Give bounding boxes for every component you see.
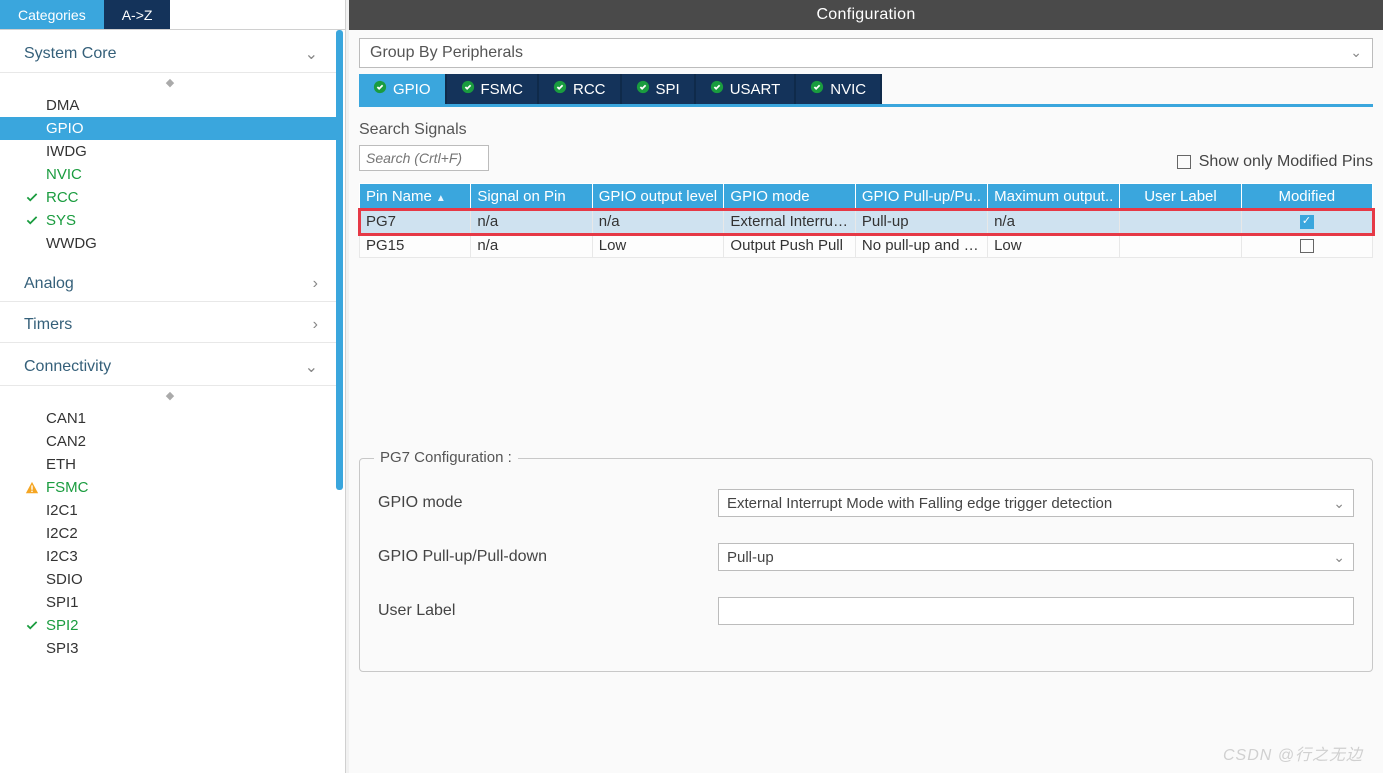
scrollbar-thumb[interactable]: [336, 30, 343, 490]
check-circle-icon: [710, 80, 724, 98]
column-header[interactable]: Modified: [1241, 184, 1372, 210]
pin-detail-panel: PG7 Configuration : GPIO mode External I…: [359, 458, 1373, 672]
category-group-head[interactable]: Connectivity⌄: [0, 343, 340, 386]
gpio-mode-label: GPIO mode: [378, 494, 718, 512]
chevron-icon: ›: [313, 316, 318, 334]
category-group-head[interactable]: Timers›: [0, 302, 340, 343]
check-circle-icon: [461, 80, 475, 98]
main-panel: Configuration Group By Peripherals GPIOF…: [346, 0, 1383, 773]
sidebar-item-i2c1[interactable]: I2C1: [0, 499, 340, 522]
search-input[interactable]: [359, 145, 489, 171]
peripheral-tab-spi[interactable]: SPI: [622, 74, 696, 104]
chevron-down-icon: [1333, 495, 1345, 512]
splitter-icon: ◆: [0, 73, 340, 92]
category-group-head[interactable]: System Core⌄: [0, 30, 340, 73]
peripheral-tab-nvic[interactable]: NVIC: [796, 74, 882, 104]
gpio-pull-select[interactable]: Pull-up: [718, 543, 1354, 571]
sidebar-item-i2c2[interactable]: I2C2: [0, 522, 340, 545]
sidebar-item-spi2[interactable]: SPI2: [0, 614, 340, 637]
sidebar-item-dma[interactable]: DMA: [0, 94, 340, 117]
peripheral-tabs: GPIOFSMCRCCSPIUSARTNVIC: [359, 74, 1373, 107]
tab-a-z[interactable]: A->Z: [104, 0, 171, 29]
table-row[interactable]: PG7n/an/aExternal Interrup...Pull-upn/a: [360, 210, 1373, 234]
check-icon: [22, 191, 42, 205]
column-header[interactable]: Pin Name▲: [360, 184, 471, 210]
sort-asc-icon: ▲: [436, 193, 446, 204]
check-icon: [22, 619, 42, 633]
column-header[interactable]: Signal on Pin: [471, 184, 592, 210]
column-header[interactable]: Maximum output..: [988, 184, 1120, 210]
sidebar-item-sdio[interactable]: SDIO: [0, 568, 340, 591]
search-label: Search Signals: [359, 121, 489, 139]
column-header[interactable]: User Label: [1120, 184, 1241, 210]
show-modified-toggle[interactable]: Show only Modified Pins: [1177, 153, 1373, 171]
check-circle-icon: [373, 80, 387, 98]
check-circle-icon: [810, 80, 824, 98]
sidebar-item-rcc[interactable]: RCC: [0, 186, 340, 209]
chevron-down-icon: [1333, 549, 1345, 566]
chevron-icon: ⌄: [305, 44, 318, 64]
chevron-down-icon: [1350, 44, 1362, 62]
category-group-head[interactable]: Analog›: [0, 261, 340, 302]
category-body: System Core⌄◆DMAGPIOIWDGNVICRCCSYSWWDGAn…: [0, 30, 345, 773]
watermark: CSDN @行之无边: [1223, 741, 1363, 765]
peripheral-tab-fsmc[interactable]: FSMC: [447, 74, 540, 104]
gpio-pull-label: GPIO Pull-up/Pull-down: [378, 548, 718, 566]
chevron-icon: ›: [313, 275, 318, 293]
peripheral-tab-usart[interactable]: USART: [696, 74, 797, 104]
sidebar-tabs: Categories A->Z: [0, 0, 345, 30]
sidebar-item-fsmc[interactable]: FSMC: [0, 476, 340, 499]
user-label-input[interactable]: [718, 597, 1354, 625]
check-circle-icon: [636, 80, 650, 98]
gpio-pull-value: Pull-up: [727, 549, 774, 566]
checkbox-icon: [1177, 155, 1191, 169]
detail-legend: PG7 Configuration :: [374, 449, 518, 466]
sidebar-item-nvic[interactable]: NVIC: [0, 163, 340, 186]
sidebar-item-spi1[interactable]: SPI1: [0, 591, 340, 614]
check-circle-icon: [553, 80, 567, 98]
splitter-icon: ◆: [0, 386, 340, 405]
peripheral-tab-gpio[interactable]: GPIO: [359, 74, 447, 104]
sidebar-item-can2[interactable]: CAN2: [0, 430, 340, 453]
pins-table: Pin Name▲Signal on PinGPIO output levelG…: [359, 183, 1373, 258]
sidebar-item-iwdg[interactable]: IWDG: [0, 140, 340, 163]
sidebar-item-can1[interactable]: CAN1: [0, 407, 340, 430]
show-modified-label: Show only Modified Pins: [1199, 153, 1373, 171]
column-header[interactable]: GPIO Pull-up/Pu..: [855, 184, 987, 210]
column-header[interactable]: GPIO mode: [724, 184, 855, 210]
chevron-icon: ⌄: [305, 357, 318, 377]
sidebar-item-i2c3[interactable]: I2C3: [0, 545, 340, 568]
sidebar-item-wwdg[interactable]: WWDG: [0, 232, 340, 255]
warning-icon: [22, 481, 42, 495]
modified-checkbox[interactable]: [1300, 239, 1314, 253]
peripheral-tab-rcc[interactable]: RCC: [539, 74, 622, 104]
tab-categories[interactable]: Categories: [0, 0, 104, 29]
sidebar-item-gpio[interactable]: GPIO: [0, 117, 340, 140]
table-row[interactable]: PG15n/aLowOutput Push PullNo pull-up and…: [360, 234, 1373, 258]
sidebar: Categories A->Z System Core⌄◆DMAGPIOIWDG…: [0, 0, 346, 773]
gpio-mode-value: External Interrupt Mode with Falling edg…: [727, 495, 1112, 512]
modified-checkbox[interactable]: [1300, 215, 1314, 229]
group-by-value: Group By Peripherals: [370, 44, 523, 62]
user-label-label: User Label: [378, 602, 718, 620]
column-header[interactable]: GPIO output level: [592, 184, 724, 210]
sidebar-item-sys[interactable]: SYS: [0, 209, 340, 232]
gpio-mode-select[interactable]: External Interrupt Mode with Falling edg…: [718, 489, 1354, 517]
config-header: Configuration: [349, 0, 1383, 30]
sidebar-item-eth[interactable]: ETH: [0, 453, 340, 476]
group-by-select[interactable]: Group By Peripherals: [359, 38, 1373, 68]
sidebar-item-spi3[interactable]: SPI3: [0, 637, 340, 660]
check-icon: [22, 214, 42, 228]
